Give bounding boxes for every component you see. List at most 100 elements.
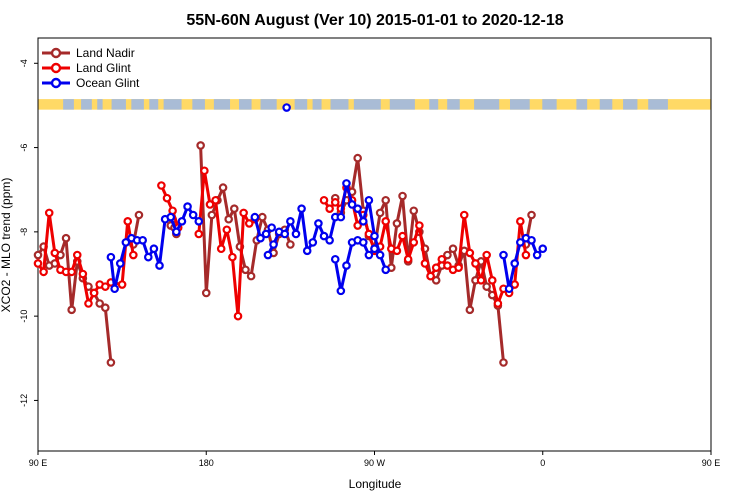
data-point <box>106 252 116 262</box>
data-point <box>370 231 379 241</box>
x-tick-label: 90 E <box>29 458 48 468</box>
data-point <box>201 288 211 298</box>
data-point <box>246 271 256 281</box>
map-band-ocean <box>429 99 439 110</box>
map-band-ocean <box>63 99 74 110</box>
data-point <box>61 233 71 243</box>
data-point <box>493 299 503 308</box>
data-point <box>381 217 391 226</box>
data-point <box>89 288 99 298</box>
data-point <box>342 261 351 270</box>
y-axis-label: XCO2 - MLO trend (ppm) <box>0 178 13 313</box>
data-point <box>482 282 491 291</box>
map-band-ocean <box>353 99 381 110</box>
x-tick-label: 180 <box>199 458 214 468</box>
data-point <box>241 265 250 275</box>
data-point <box>398 191 407 201</box>
data-point <box>409 238 419 247</box>
x-axis-label: Longitude <box>349 477 402 491</box>
data-point <box>353 153 362 163</box>
data-point <box>426 271 435 281</box>
data-point <box>229 204 239 213</box>
data-point <box>228 252 237 262</box>
data-point <box>319 231 329 241</box>
data-point <box>336 286 346 296</box>
data-point <box>39 267 48 277</box>
series-line <box>160 184 180 229</box>
data-point <box>516 238 525 247</box>
data-point <box>437 254 447 264</box>
data-point <box>314 219 323 228</box>
map-band <box>38 99 711 110</box>
data-point <box>44 208 54 218</box>
data-point <box>263 250 273 260</box>
legend-swatch-marker <box>50 47 62 59</box>
data-point <box>110 284 119 294</box>
data-point <box>267 223 276 232</box>
data-point <box>183 202 192 211</box>
data-point <box>291 229 301 239</box>
data-point <box>129 250 138 260</box>
map-band-ocean <box>330 99 349 110</box>
data-point <box>409 206 419 216</box>
data-point <box>319 195 329 205</box>
data-point <box>157 181 166 190</box>
data-point <box>325 235 334 245</box>
data-point <box>123 217 133 226</box>
data-point <box>358 238 368 247</box>
data-point <box>353 204 362 213</box>
series-layer <box>33 103 548 367</box>
legend-item: Ocean Glint <box>42 76 140 90</box>
data-point <box>364 195 374 205</box>
data-point <box>403 254 413 264</box>
data-point <box>431 263 441 272</box>
data-point <box>487 276 497 285</box>
data-point <box>527 235 536 245</box>
data-point <box>67 305 76 315</box>
series-ocean-glint <box>106 103 548 296</box>
data-point <box>532 250 542 260</box>
data-point <box>465 248 475 258</box>
data-point <box>166 212 176 222</box>
data-point <box>516 217 525 226</box>
data-point <box>106 358 116 367</box>
map-band-ocean <box>81 99 92 110</box>
data-point <box>471 259 480 268</box>
data-point <box>375 250 385 260</box>
map-band-ocean <box>192 99 205 110</box>
data-point <box>84 299 93 308</box>
x-tick-label: 0 <box>540 458 545 468</box>
data-point <box>370 244 379 254</box>
y-tick-label: -6 <box>19 144 29 152</box>
data-point <box>149 244 159 254</box>
series-line <box>36 211 135 305</box>
data-point <box>222 225 232 235</box>
data-point <box>336 212 346 222</box>
data-point <box>207 210 217 220</box>
data-point <box>521 250 531 260</box>
data-point <box>459 210 469 220</box>
data-point <box>392 219 402 228</box>
data-point <box>330 254 340 264</box>
data-point <box>138 235 147 245</box>
data-point <box>302 246 312 256</box>
map-band-ocean <box>542 99 557 110</box>
data-point <box>431 276 441 285</box>
legend-label: Land Nadir <box>76 46 135 60</box>
data-point <box>482 250 491 260</box>
map-band-ocean <box>623 99 638 110</box>
data-point <box>211 195 220 205</box>
map-band-ocean <box>599 99 613 110</box>
map-band-ocean <box>474 99 500 110</box>
data-point <box>364 250 374 260</box>
data-point <box>33 250 43 260</box>
y-tick-label: -10 <box>19 310 29 323</box>
data-point <box>188 210 198 220</box>
data-point <box>353 221 362 230</box>
data-point <box>420 259 430 268</box>
x-tick-label: 90 W <box>364 458 386 468</box>
data-point <box>233 311 243 321</box>
data-point <box>239 208 248 218</box>
data-point <box>196 141 205 150</box>
data-point <box>134 210 144 220</box>
